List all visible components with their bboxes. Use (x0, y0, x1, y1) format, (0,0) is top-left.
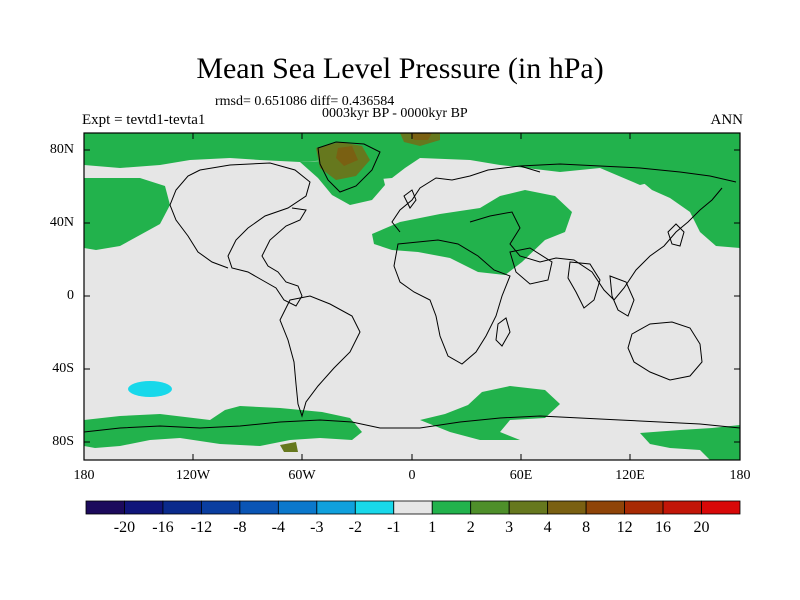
lat-ticks (84, 149, 740, 443)
lon-label-180e: 180 (729, 468, 751, 483)
coast-arabia (509, 247, 553, 285)
stats-text: rmsd= 0.651086 diff= 0.436584 (215, 94, 395, 109)
coast-eurasia (391, 163, 737, 301)
colorbar-label: -3 (310, 519, 324, 536)
coast-greenland (317, 141, 381, 193)
lon-label-0: 0 (408, 468, 416, 483)
colorbar-swatch (701, 500, 741, 515)
period-text: 0003kyr BP - 0000kyr BP (322, 106, 468, 121)
map-background (84, 133, 740, 460)
anomaly-regions-green (84, 133, 740, 460)
colorbar-label: -20 (113, 519, 136, 536)
colorbar-swatch (624, 500, 664, 515)
coast-australia (627, 321, 703, 381)
lat-label-80n: 80N (49, 142, 74, 157)
colorbar-label: 20 (693, 519, 710, 536)
colorbar-swatch (85, 500, 125, 515)
lat-label-40s: 40S (52, 361, 74, 376)
colorbar-label: 8 (582, 519, 591, 536)
colorbar-swatch (239, 500, 279, 515)
colorbar-swatch (662, 500, 702, 515)
coast-madagascar (495, 317, 511, 347)
colorbar-swatch (124, 500, 164, 515)
anomaly-region-cyan (128, 381, 172, 397)
colorbar-label: 12 (616, 519, 633, 536)
colorbar-swatch (547, 500, 587, 515)
season-label: ANN (710, 112, 744, 128)
colorbar-swatch (393, 500, 433, 515)
coast-africa (393, 239, 511, 365)
lon-label-60e: 60E (509, 468, 533, 483)
colorbar-swatch (277, 500, 318, 515)
coast-southeast-asia (609, 275, 635, 317)
colorbar-label: -8 (233, 519, 247, 536)
colorbar-swatch (316, 500, 356, 515)
coast-north-america (169, 162, 311, 307)
colorbar-label: -1 (387, 519, 401, 536)
lat-label-40n: 40N (49, 215, 74, 230)
colorbar-swatch (201, 500, 241, 515)
colorbar-label: -16 (152, 519, 174, 536)
colorbar-swatch (508, 500, 549, 515)
colorbar-label: -2 (348, 519, 362, 536)
lon-label-120w: 120W (175, 468, 211, 483)
colorbar-label: 16 (655, 519, 672, 536)
colorbar-label: 3 (505, 519, 514, 536)
colorbar-swatch (585, 500, 625, 515)
lon-label-60w: 60W (288, 468, 316, 483)
lon-ticks (192, 133, 631, 460)
map-title: Mean Sea Level Pressure (in hPa) (196, 52, 604, 85)
coast-japan (667, 223, 685, 247)
colorbar-label: -12 (190, 519, 213, 536)
coast-south-america (279, 295, 361, 418)
colorbar-swatch (162, 500, 202, 515)
colorbar (85, 500, 741, 515)
colorbar-label: -4 (271, 519, 286, 536)
coast-antarctica (83, 415, 741, 433)
colorbar-swatch (431, 500, 472, 515)
coast-uk (403, 189, 417, 209)
colorbar-swatch (470, 500, 510, 515)
colorbar-label: 4 (543, 519, 552, 536)
colorbar-swatch (354, 500, 395, 515)
colorbar-label: 1 (428, 519, 437, 536)
coastlines (83, 141, 741, 433)
colorbar-label: 2 (466, 519, 475, 536)
lat-label-0: 0 (67, 288, 74, 303)
anomaly-regions-brown (336, 133, 432, 166)
lon-label-120e: 120E (615, 468, 645, 483)
lat-label-80s: 80S (52, 434, 74, 449)
experiment-label: Expt = tevtd1-tevta1 (82, 112, 206, 128)
lon-label-180w: 180 (73, 468, 95, 483)
coast-india (567, 261, 601, 309)
